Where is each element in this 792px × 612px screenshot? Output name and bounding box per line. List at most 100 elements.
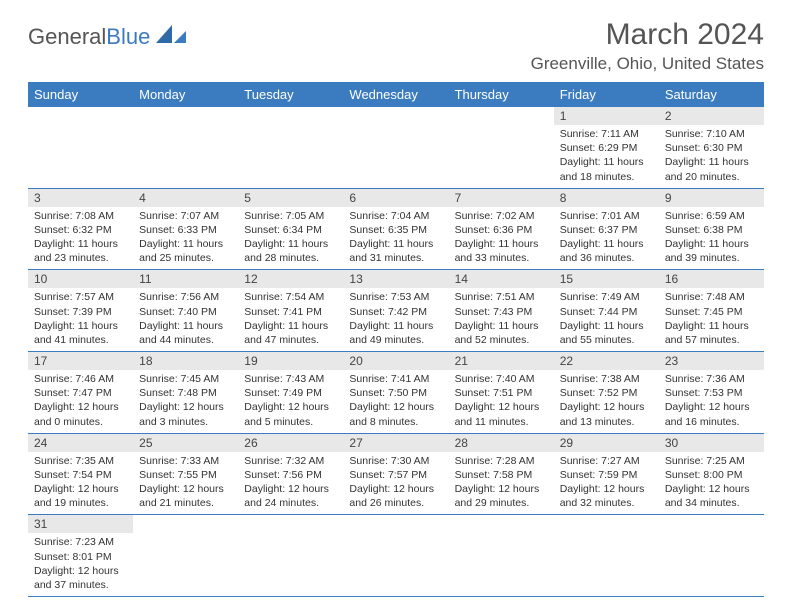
day-details: Sunrise: 7:43 AMSunset: 7:49 PMDaylight:…	[238, 370, 343, 433]
calendar-cell	[449, 515, 554, 597]
weekday-header: Monday	[133, 82, 238, 107]
day-number: 14	[449, 270, 554, 288]
calendar-cell	[343, 107, 448, 188]
day-number: 5	[238, 189, 343, 207]
day-number: 6	[343, 189, 448, 207]
day-details: Sunrise: 7:32 AMSunset: 7:56 PMDaylight:…	[238, 452, 343, 515]
calendar-cell	[449, 107, 554, 188]
calendar-cell: 4Sunrise: 7:07 AMSunset: 6:33 PMDaylight…	[133, 188, 238, 270]
calendar-cell: 24Sunrise: 7:35 AMSunset: 7:54 PMDayligh…	[28, 433, 133, 515]
weekday-header: Saturday	[659, 82, 764, 107]
day-number: 28	[449, 434, 554, 452]
day-number: 10	[28, 270, 133, 288]
day-details: Sunrise: 7:04 AMSunset: 6:35 PMDaylight:…	[343, 207, 448, 270]
calendar-cell: 20Sunrise: 7:41 AMSunset: 7:50 PMDayligh…	[343, 352, 448, 434]
day-number: 20	[343, 352, 448, 370]
calendar-cell: 29Sunrise: 7:27 AMSunset: 7:59 PMDayligh…	[554, 433, 659, 515]
calendar-cell: 23Sunrise: 7:36 AMSunset: 7:53 PMDayligh…	[659, 352, 764, 434]
calendar-cell	[659, 515, 764, 597]
day-details: Sunrise: 7:38 AMSunset: 7:52 PMDaylight:…	[554, 370, 659, 433]
weekday-header: Sunday	[28, 82, 133, 107]
day-details: Sunrise: 7:08 AMSunset: 6:32 PMDaylight:…	[28, 207, 133, 270]
day-number: 9	[659, 189, 764, 207]
day-number: 1	[554, 107, 659, 125]
day-details: Sunrise: 7:49 AMSunset: 7:44 PMDaylight:…	[554, 288, 659, 351]
day-number: 17	[28, 352, 133, 370]
calendar-cell: 28Sunrise: 7:28 AMSunset: 7:58 PMDayligh…	[449, 433, 554, 515]
calendar-cell: 13Sunrise: 7:53 AMSunset: 7:42 PMDayligh…	[343, 270, 448, 352]
weekday-header: Tuesday	[238, 82, 343, 107]
day-details: Sunrise: 7:41 AMSunset: 7:50 PMDaylight:…	[343, 370, 448, 433]
brand-part2: Blue	[106, 24, 150, 50]
day-number: 31	[28, 515, 133, 533]
day-details: Sunrise: 7:30 AMSunset: 7:57 PMDaylight:…	[343, 452, 448, 515]
calendar-cell: 5Sunrise: 7:05 AMSunset: 6:34 PMDaylight…	[238, 188, 343, 270]
day-details: Sunrise: 7:25 AMSunset: 8:00 PMDaylight:…	[659, 452, 764, 515]
calendar-cell	[238, 515, 343, 597]
calendar-cell: 15Sunrise: 7:49 AMSunset: 7:44 PMDayligh…	[554, 270, 659, 352]
day-number: 4	[133, 189, 238, 207]
calendar-cell: 11Sunrise: 7:56 AMSunset: 7:40 PMDayligh…	[133, 270, 238, 352]
day-details: Sunrise: 7:54 AMSunset: 7:41 PMDaylight:…	[238, 288, 343, 351]
calendar-cell: 7Sunrise: 7:02 AMSunset: 6:36 PMDaylight…	[449, 188, 554, 270]
day-number: 26	[238, 434, 343, 452]
day-details: Sunrise: 6:59 AMSunset: 6:38 PMDaylight:…	[659, 207, 764, 270]
day-number: 2	[659, 107, 764, 125]
day-number: 22	[554, 352, 659, 370]
day-number: 3	[28, 189, 133, 207]
day-number: 7	[449, 189, 554, 207]
day-number: 30	[659, 434, 764, 452]
day-number: 8	[554, 189, 659, 207]
day-number: 16	[659, 270, 764, 288]
calendar-cell: 16Sunrise: 7:48 AMSunset: 7:45 PMDayligh…	[659, 270, 764, 352]
calendar-cell	[133, 107, 238, 188]
day-details: Sunrise: 7:05 AMSunset: 6:34 PMDaylight:…	[238, 207, 343, 270]
calendar-cell	[28, 107, 133, 188]
calendar-cell: 3Sunrise: 7:08 AMSunset: 6:32 PMDaylight…	[28, 188, 133, 270]
day-details: Sunrise: 7:56 AMSunset: 7:40 PMDaylight:…	[133, 288, 238, 351]
day-details: Sunrise: 7:51 AMSunset: 7:43 PMDaylight:…	[449, 288, 554, 351]
day-number: 11	[133, 270, 238, 288]
day-number: 29	[554, 434, 659, 452]
calendar-cell: 21Sunrise: 7:40 AMSunset: 7:51 PMDayligh…	[449, 352, 554, 434]
day-details: Sunrise: 7:45 AMSunset: 7:48 PMDaylight:…	[133, 370, 238, 433]
day-number: 24	[28, 434, 133, 452]
calendar-cell: 25Sunrise: 7:33 AMSunset: 7:55 PMDayligh…	[133, 433, 238, 515]
location-text: Greenville, Ohio, United States	[531, 54, 764, 74]
day-number: 19	[238, 352, 343, 370]
day-number: 18	[133, 352, 238, 370]
day-number: 27	[343, 434, 448, 452]
day-details: Sunrise: 7:27 AMSunset: 7:59 PMDaylight:…	[554, 452, 659, 515]
calendar-cell: 26Sunrise: 7:32 AMSunset: 7:56 PMDayligh…	[238, 433, 343, 515]
calendar-table: SundayMondayTuesdayWednesdayThursdayFrid…	[28, 82, 764, 597]
weekday-header: Thursday	[449, 82, 554, 107]
day-number: 23	[659, 352, 764, 370]
day-details: Sunrise: 7:35 AMSunset: 7:54 PMDaylight:…	[28, 452, 133, 515]
day-number: 15	[554, 270, 659, 288]
day-details: Sunrise: 7:53 AMSunset: 7:42 PMDaylight:…	[343, 288, 448, 351]
sail-icon	[154, 23, 188, 45]
calendar-cell: 31Sunrise: 7:23 AMSunset: 8:01 PMDayligh…	[28, 515, 133, 597]
calendar-cell: 6Sunrise: 7:04 AMSunset: 6:35 PMDaylight…	[343, 188, 448, 270]
day-details: Sunrise: 7:48 AMSunset: 7:45 PMDaylight:…	[659, 288, 764, 351]
calendar-cell: 10Sunrise: 7:57 AMSunset: 7:39 PMDayligh…	[28, 270, 133, 352]
day-details: Sunrise: 7:11 AMSunset: 6:29 PMDaylight:…	[554, 125, 659, 188]
day-number: 12	[238, 270, 343, 288]
day-number: 13	[343, 270, 448, 288]
day-details: Sunrise: 7:01 AMSunset: 6:37 PMDaylight:…	[554, 207, 659, 270]
day-details: Sunrise: 7:46 AMSunset: 7:47 PMDaylight:…	[28, 370, 133, 433]
calendar-cell: 17Sunrise: 7:46 AMSunset: 7:47 PMDayligh…	[28, 352, 133, 434]
day-details: Sunrise: 7:40 AMSunset: 7:51 PMDaylight:…	[449, 370, 554, 433]
weekday-header: Wednesday	[343, 82, 448, 107]
day-number: 21	[449, 352, 554, 370]
day-details: Sunrise: 7:23 AMSunset: 8:01 PMDaylight:…	[28, 533, 133, 596]
calendar-cell: 19Sunrise: 7:43 AMSunset: 7:49 PMDayligh…	[238, 352, 343, 434]
day-details: Sunrise: 7:28 AMSunset: 7:58 PMDaylight:…	[449, 452, 554, 515]
month-title: March 2024	[531, 18, 764, 52]
day-details: Sunrise: 7:57 AMSunset: 7:39 PMDaylight:…	[28, 288, 133, 351]
calendar-cell: 8Sunrise: 7:01 AMSunset: 6:37 PMDaylight…	[554, 188, 659, 270]
day-details: Sunrise: 7:02 AMSunset: 6:36 PMDaylight:…	[449, 207, 554, 270]
calendar-cell: 9Sunrise: 6:59 AMSunset: 6:38 PMDaylight…	[659, 188, 764, 270]
calendar-cell: 14Sunrise: 7:51 AMSunset: 7:43 PMDayligh…	[449, 270, 554, 352]
calendar-cell: 22Sunrise: 7:38 AMSunset: 7:52 PMDayligh…	[554, 352, 659, 434]
